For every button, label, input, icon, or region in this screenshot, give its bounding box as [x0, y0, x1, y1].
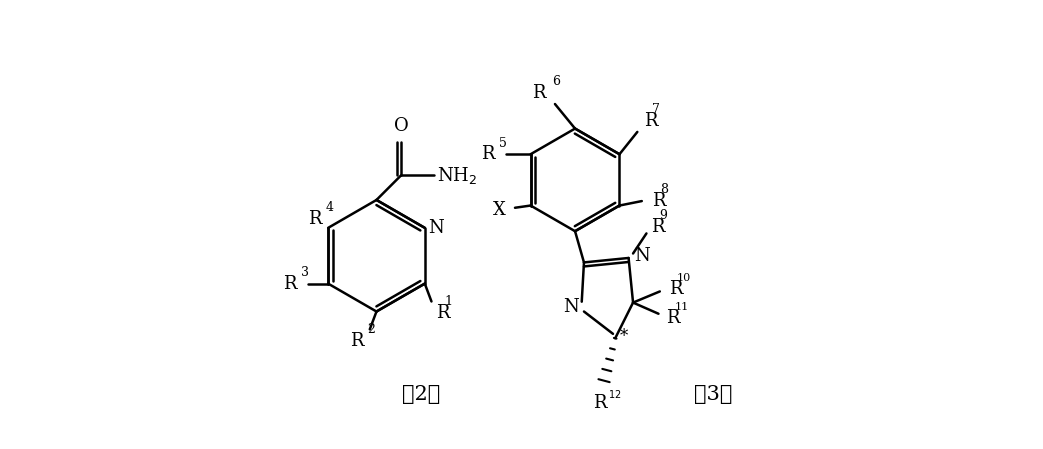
Text: N: N: [634, 247, 650, 265]
Text: R: R: [651, 218, 664, 236]
Text: 11: 11: [675, 302, 688, 312]
Text: R: R: [533, 84, 547, 102]
Text: R: R: [482, 145, 495, 163]
Text: NH$_2$: NH$_2$: [437, 165, 477, 186]
Text: 8: 8: [659, 184, 668, 196]
Text: *: *: [620, 328, 628, 344]
Text: R: R: [349, 331, 363, 349]
Text: $_{12}$: $_{12}$: [608, 387, 622, 401]
Text: R: R: [308, 210, 321, 228]
Text: R: R: [436, 304, 450, 321]
Text: 3: 3: [301, 266, 310, 279]
Text: 5: 5: [500, 136, 507, 150]
Text: （3）: （3）: [695, 384, 732, 404]
Text: 4: 4: [326, 201, 334, 214]
Text: R: R: [652, 192, 665, 210]
Text: 9: 9: [659, 209, 666, 222]
Text: 10: 10: [677, 273, 692, 283]
Text: R: R: [669, 280, 682, 298]
Text: X: X: [493, 201, 506, 219]
Text: R: R: [284, 275, 297, 293]
Text: R: R: [644, 112, 657, 130]
Text: N: N: [429, 219, 444, 237]
Text: 1: 1: [444, 295, 452, 308]
Text: （2）: （2）: [402, 384, 440, 404]
Text: 2: 2: [367, 323, 375, 336]
Text: N: N: [563, 298, 579, 316]
Text: O: O: [393, 117, 409, 135]
Text: 6: 6: [552, 75, 560, 88]
Text: R: R: [666, 309, 680, 327]
Text: R: R: [592, 394, 606, 412]
Text: 7: 7: [652, 103, 660, 116]
